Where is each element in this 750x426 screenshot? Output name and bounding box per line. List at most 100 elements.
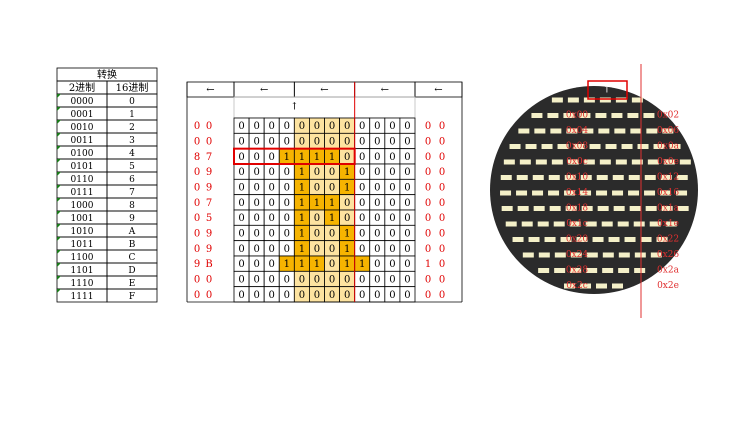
led (563, 113, 575, 118)
address-left: 0x00 (566, 111, 589, 121)
bit: 0 (329, 290, 335, 301)
bit: 0 (374, 152, 380, 163)
bit: 0 (404, 275, 410, 286)
bit: 0 (314, 290, 320, 301)
bit: 0 (269, 213, 275, 224)
hex-left: 8 (194, 152, 200, 163)
bit: 0 (269, 275, 275, 286)
led (599, 97, 611, 103)
led (662, 128, 674, 134)
led (517, 206, 529, 211)
bit: 0 (238, 275, 244, 286)
bit: 0 (238, 229, 244, 240)
bit: 0 (374, 198, 380, 209)
led (679, 159, 691, 165)
led (509, 144, 521, 149)
bit: 0 (374, 244, 380, 255)
led (531, 113, 543, 118)
table-value: 1100 (71, 253, 94, 263)
bit: 1 (344, 183, 350, 194)
led (549, 206, 561, 211)
table-value: 8 (129, 201, 135, 211)
led (581, 206, 593, 211)
led (528, 237, 540, 242)
hex-left: 0 (206, 121, 212, 132)
hex-left: 9 (206, 244, 212, 255)
address-right: 0x2e (657, 281, 679, 291)
led (541, 144, 553, 149)
table-value: 5 (129, 162, 135, 172)
led (519, 159, 531, 165)
bit: 1 (299, 183, 305, 194)
bit: 0 (389, 198, 395, 209)
bit: 0 (389, 183, 395, 194)
led (551, 159, 563, 165)
bit: 1 (344, 259, 350, 270)
bit: 0 (253, 213, 259, 224)
bit: 0 (253, 167, 259, 178)
hex-left: 7 (206, 152, 212, 163)
led (614, 128, 626, 134)
led (583, 97, 595, 103)
led (516, 175, 528, 180)
cell-flag (57, 224, 61, 228)
bit: 1 (284, 259, 290, 270)
arrow: ← (381, 85, 389, 96)
bit: 0 (253, 259, 259, 270)
hex-right: 0 (425, 183, 431, 194)
cell-flag (57, 172, 61, 176)
table-value: C (129, 253, 136, 263)
bit: 1 (299, 259, 305, 270)
led (501, 206, 513, 211)
address-right: 0x0a (657, 142, 680, 152)
bit: 0 (329, 167, 335, 178)
table-value: 7 (129, 188, 135, 198)
bit: 0 (284, 137, 290, 148)
table-value: 6 (129, 175, 135, 185)
bit: 0 (238, 244, 244, 255)
hex-right: 0 (439, 121, 445, 132)
table-value: 9 (129, 214, 135, 224)
bit: 0 (314, 167, 320, 178)
bit: 0 (404, 198, 410, 209)
hex-left: 0 (194, 244, 200, 255)
bit: 1 (299, 152, 305, 163)
hex-left: B (205, 259, 212, 270)
bit: 0 (404, 290, 410, 301)
bit: 0 (344, 275, 350, 286)
bit: 0 (269, 137, 275, 148)
led (580, 190, 592, 196)
address-left: 0x1c (566, 219, 588, 229)
address-right: 0x26 (657, 250, 680, 260)
led (617, 221, 629, 227)
hex-left: 0 (194, 137, 200, 148)
bit: 0 (374, 229, 380, 240)
bit: 0 (389, 152, 395, 163)
led (505, 221, 517, 227)
bit: 0 (359, 244, 365, 255)
arrow: ← (260, 85, 268, 96)
table-value: 2 (129, 123, 135, 133)
hex-right: 0 (439, 229, 445, 240)
bit: 1 (314, 198, 320, 209)
led (618, 252, 630, 258)
bit: 0 (284, 213, 290, 224)
cell-flag (57, 237, 61, 241)
address-right: 0x1e (657, 219, 679, 229)
bit: 0 (253, 275, 259, 286)
led (547, 113, 559, 118)
bit: 0 (374, 290, 380, 301)
table-value: 0010 (71, 123, 94, 133)
marker-box (587, 80, 628, 100)
led (573, 144, 585, 149)
led (598, 128, 610, 134)
led (580, 175, 592, 180)
bit: 0 (389, 244, 395, 255)
hex-left: 0 (194, 183, 200, 194)
table-cell (106, 288, 158, 303)
bit: 0 (253, 137, 259, 148)
led (677, 206, 689, 211)
led (521, 221, 533, 227)
hex-right: 0 (425, 244, 431, 255)
hex-right: 0 (439, 183, 445, 194)
